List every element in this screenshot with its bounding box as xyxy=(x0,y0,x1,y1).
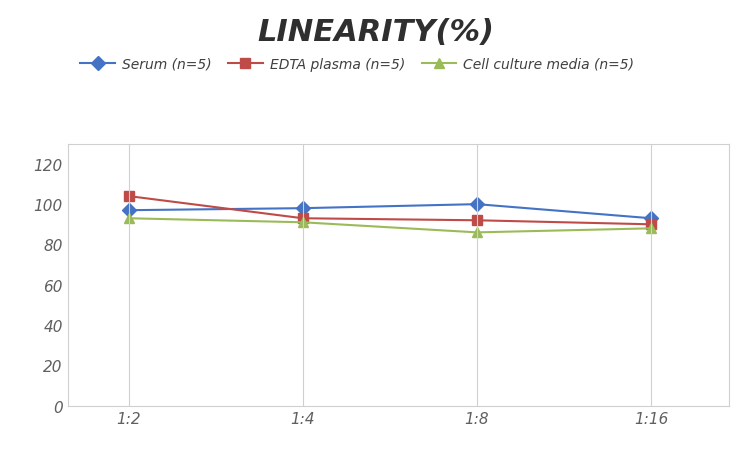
Line: Cell culture media (n=5): Cell culture media (n=5) xyxy=(124,214,656,238)
EDTA plasma (n=5) xyxy=(299,216,308,221)
Serum (n=5) xyxy=(299,206,308,212)
Cell culture media (n=5) xyxy=(647,226,656,231)
EDTA plasma (n=5) xyxy=(647,222,656,227)
Cell culture media (n=5) xyxy=(299,220,308,226)
EDTA plasma (n=5) xyxy=(124,194,133,199)
Serum (n=5) xyxy=(647,216,656,221)
EDTA plasma (n=5) xyxy=(472,218,481,224)
Line: Serum (n=5): Serum (n=5) xyxy=(124,200,656,224)
Cell culture media (n=5) xyxy=(472,230,481,235)
Cell culture media (n=5) xyxy=(124,216,133,221)
Text: LINEARITY(%): LINEARITY(%) xyxy=(257,18,495,47)
Serum (n=5) xyxy=(472,202,481,207)
Line: EDTA plasma (n=5): EDTA plasma (n=5) xyxy=(124,192,656,230)
Serum (n=5) xyxy=(124,208,133,213)
Legend: Serum (n=5), EDTA plasma (n=5), Cell culture media (n=5): Serum (n=5), EDTA plasma (n=5), Cell cul… xyxy=(74,52,640,77)
